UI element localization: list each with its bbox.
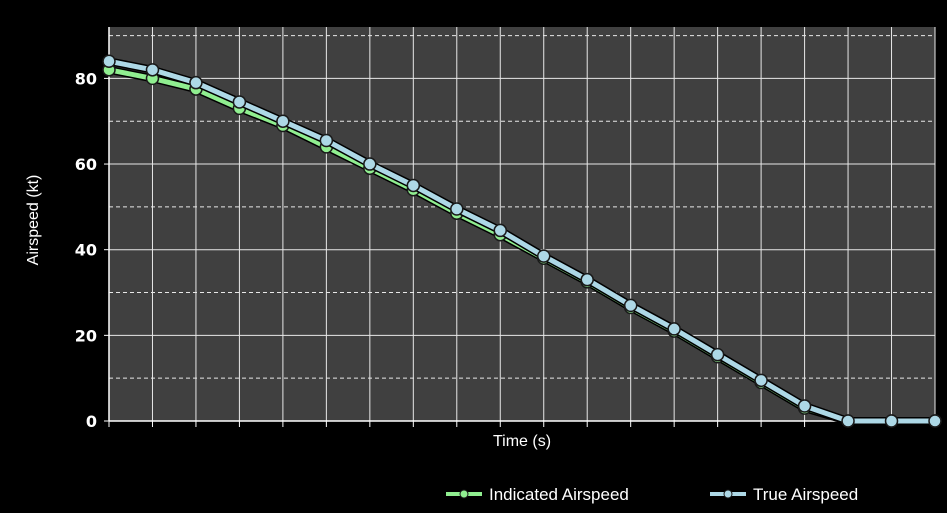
legend: Indicated Airspeed True Airspeed	[446, 485, 858, 504]
data-point	[797, 399, 812, 413]
series-layer	[102, 54, 942, 428]
y-axis-label: Airspeed (kt)	[25, 175, 42, 266]
data-point	[841, 414, 855, 428]
legend-marker	[459, 489, 469, 499]
data-point	[276, 114, 290, 128]
data-point	[667, 322, 681, 336]
data-point	[189, 75, 203, 90]
plot-area	[109, 27, 935, 421]
grid-lines	[108, 27, 936, 421]
data-point	[536, 249, 551, 263]
y-tick-label: 40	[75, 241, 97, 260]
series-true-airspeed	[102, 54, 942, 428]
y-tick-label: 0	[86, 412, 97, 431]
x-axis-label: Time (s)	[493, 433, 551, 450]
series-line	[108, 58, 935, 424]
data-point	[928, 414, 942, 428]
data-point	[406, 178, 421, 193]
data-point	[710, 347, 725, 362]
data-point	[884, 414, 899, 428]
data-point	[623, 298, 638, 313]
data-point	[754, 373, 768, 388]
data-point	[580, 272, 594, 287]
data-point	[450, 202, 464, 216]
axes	[104, 27, 936, 427]
data-point	[319, 133, 334, 148]
y-tick-label: 80	[75, 69, 97, 88]
y-tick-label: 20	[75, 326, 97, 345]
legend-marker	[723, 489, 733, 499]
y-tick-labels: 0 20 40 60 80	[75, 69, 97, 431]
legend-item-true-airspeed: True Airspeed	[710, 485, 858, 504]
legend-label: True Airspeed	[753, 485, 858, 504]
data-point	[493, 223, 508, 238]
legend-label: Indicated Airspeed	[489, 485, 629, 504]
data-point	[102, 54, 116, 69]
data-point	[232, 95, 247, 109]
y-tick-label: 60	[75, 155, 97, 174]
data-point	[145, 63, 160, 77]
legend-item-indicated-airspeed: Indicated Airspeed	[446, 485, 629, 504]
data-point	[363, 157, 377, 171]
